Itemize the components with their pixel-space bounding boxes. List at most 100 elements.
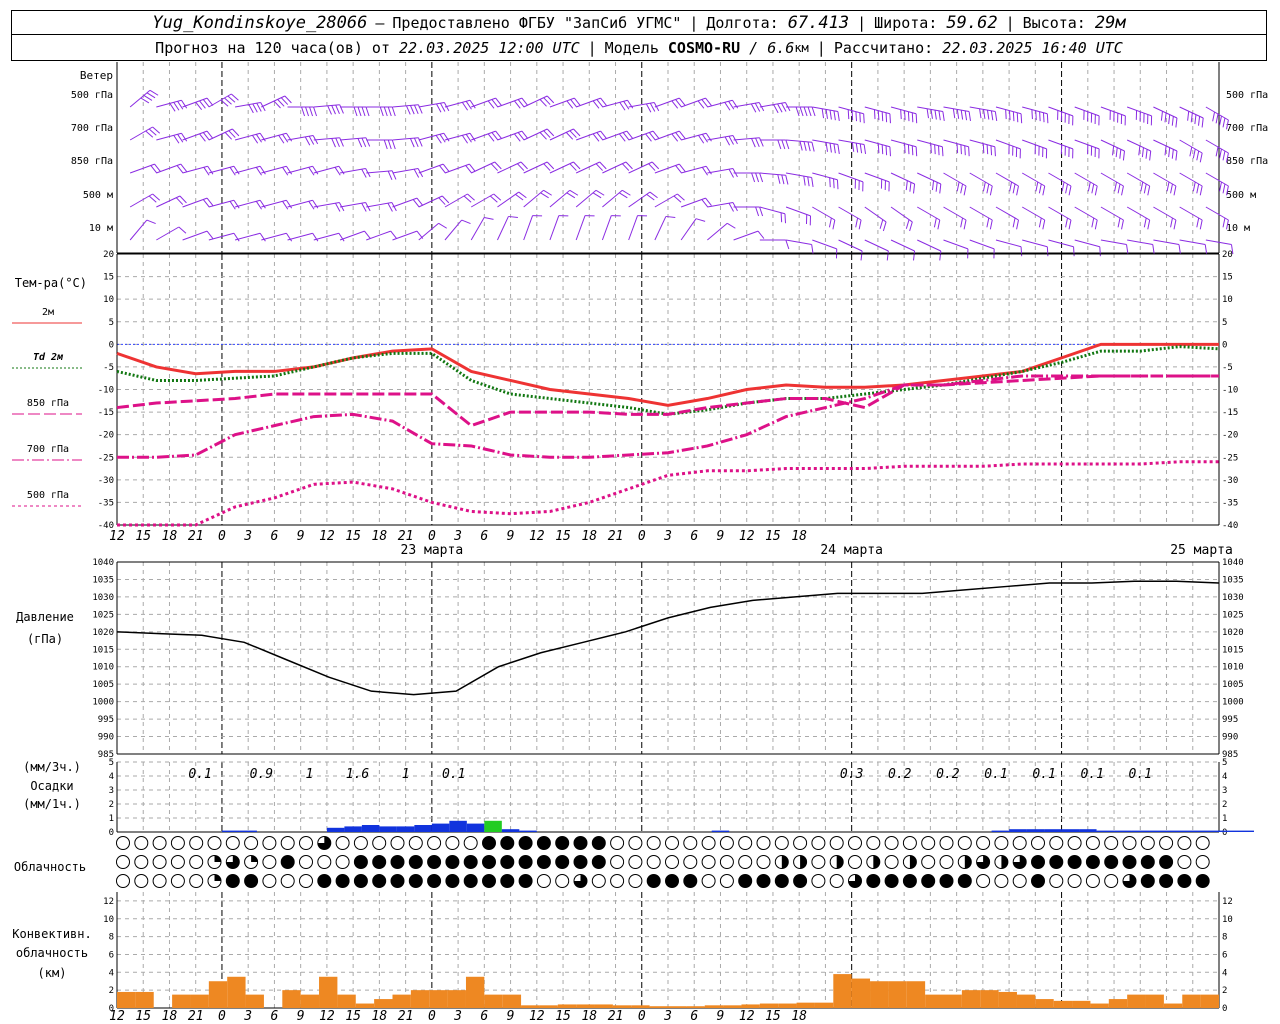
cloud-symbol — [299, 874, 313, 888]
cloud-symbol — [518, 855, 533, 869]
cloud-symbol — [445, 874, 460, 888]
wind-barb-feather — [1038, 183, 1042, 194]
wind-barb-feather — [202, 199, 210, 208]
wind-barb-feather — [881, 111, 884, 122]
temp-ytick-right: -5 — [1222, 363, 1233, 373]
wind-barb — [261, 165, 287, 174]
wind-barb — [1126, 106, 1152, 117]
wind-barb-feather — [493, 193, 502, 201]
wind-barb-feather — [465, 134, 472, 143]
wind-barb-feather — [909, 221, 913, 232]
wind-barb — [234, 101, 261, 108]
wind-barb-feather — [331, 105, 336, 115]
wind-barb-feather — [825, 109, 828, 119]
wind-barb-feather — [1061, 181, 1065, 192]
cloud-symbol — [555, 874, 570, 888]
wind-barb-feather — [836, 179, 839, 190]
wind-barb-feather — [1042, 219, 1046, 230]
wind-barb-feather — [701, 99, 709, 108]
cloud-fill — [873, 855, 880, 869]
wind-barb-feather — [361, 106, 366, 117]
wind-barb — [287, 165, 313, 174]
wind-barb-feather — [229, 201, 236, 210]
conv-bar — [355, 1003, 375, 1008]
wind-barb-feather — [851, 142, 855, 152]
cloud-symbol — [573, 836, 588, 850]
wind-barb-feather — [518, 191, 527, 199]
wind-barb-feather — [546, 128, 555, 137]
cloud-symbol — [1031, 874, 1045, 888]
wind-barb — [444, 193, 468, 208]
wind-barb — [471, 161, 495, 174]
wind-barb — [470, 217, 485, 241]
wind-barb — [1048, 206, 1072, 221]
wind-barb-feather — [933, 217, 937, 228]
wind-barb-feather — [148, 128, 157, 136]
cloud-symbol — [1067, 836, 1082, 850]
wind-barb-feather — [1171, 149, 1174, 159]
wind-barb-feather — [309, 106, 314, 117]
wind-barb-feather — [439, 134, 446, 143]
wind-barb-feather — [284, 95, 292, 104]
cloud-symbol — [884, 836, 899, 850]
precip-bar — [1044, 829, 1062, 832]
pressure-ytick-left: 990 — [98, 733, 114, 743]
wind-barb-feather — [335, 104, 340, 114]
temp-hour-tick: 3 — [663, 529, 672, 544]
wind-barb-feather — [438, 222, 448, 229]
wind-barb-feather — [1122, 150, 1125, 161]
wind-barb — [838, 239, 863, 252]
wind-barb-feather — [622, 132, 630, 141]
cloud-symbol — [244, 874, 259, 888]
cloud-symbol — [207, 836, 222, 850]
wind-barb-feather — [785, 239, 790, 250]
temp-hour-tick: 18 — [372, 529, 388, 544]
wind-barb-feather — [759, 206, 764, 217]
wind-level-left: 500 м — [83, 190, 113, 201]
wind-barb-feather — [1215, 146, 1219, 157]
wind-barb — [628, 130, 654, 141]
temp-hour-tick: 3 — [453, 529, 462, 544]
wind-barb-feather — [759, 172, 764, 183]
wind-barb — [759, 206, 786, 215]
wind-barb-feather — [199, 100, 206, 109]
conv-ytick-right: 0 — [1222, 1004, 1227, 1014]
wind-barb-feather — [1189, 146, 1193, 157]
wind-barb — [496, 216, 509, 241]
wind-barb-feather — [909, 182, 912, 192]
precip-3h-label: 0.1 — [984, 767, 1007, 782]
wind-barb-feather — [803, 106, 808, 117]
wind-barb — [313, 165, 340, 174]
conv-ytick-left: 12 — [103, 897, 114, 907]
wind-barb-feather — [484, 216, 494, 220]
conv-bar — [943, 994, 962, 1008]
cloud-symbol — [427, 855, 442, 869]
wind-barb-feather — [1020, 246, 1023, 257]
conv-bar — [117, 991, 136, 1008]
wind-barb-feather — [202, 132, 210, 141]
wind-barb-feather — [467, 193, 475, 201]
wind-barb-feather — [799, 141, 803, 151]
temp-ytick-left: -40 — [98, 521, 114, 531]
wind-barb-feather — [259, 232, 266, 242]
cloud-fill — [251, 855, 258, 862]
wind-barb-feather — [811, 142, 815, 152]
wind-barb-feather — [937, 219, 941, 230]
cloud-symbol — [829, 836, 844, 850]
cloud-fill — [214, 874, 221, 881]
wind-barb — [471, 130, 496, 141]
wind-barb — [890, 206, 913, 223]
wind-barb-feather — [409, 105, 415, 115]
wind-barb — [707, 222, 728, 241]
wind-barb-feather — [675, 132, 682, 141]
wind-barb — [1022, 106, 1048, 115]
wind-barb — [392, 104, 419, 108]
forecast-label: Прогноз на 120 часа(ов) от — [155, 38, 390, 57]
conv-bar — [1108, 999, 1128, 1008]
wind-barb — [549, 97, 575, 108]
wind-barb-feather — [495, 130, 502, 139]
precip-bar — [1184, 830, 1202, 832]
wind-barb — [654, 163, 680, 174]
conv-ytick-left: 2 — [109, 986, 114, 996]
cloud-fill — [909, 855, 917, 869]
